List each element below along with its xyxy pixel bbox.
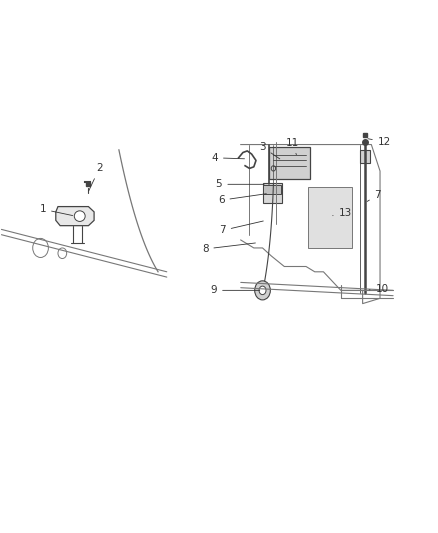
Text: 4: 4 — [212, 153, 244, 163]
PathPatch shape — [56, 207, 94, 225]
Text: 12: 12 — [368, 137, 391, 147]
Text: 7: 7 — [367, 190, 381, 201]
FancyBboxPatch shape — [263, 185, 281, 194]
Text: 5: 5 — [215, 179, 264, 189]
FancyBboxPatch shape — [360, 150, 371, 163]
Text: 6: 6 — [218, 193, 266, 205]
Text: 7: 7 — [219, 221, 263, 236]
Text: 9: 9 — [211, 285, 260, 295]
Text: 8: 8 — [202, 243, 255, 254]
FancyBboxPatch shape — [308, 187, 352, 248]
FancyBboxPatch shape — [269, 147, 311, 179]
Circle shape — [254, 281, 270, 300]
Ellipse shape — [74, 211, 85, 221]
Text: 2: 2 — [89, 164, 102, 191]
Text: 13: 13 — [333, 208, 352, 219]
Circle shape — [259, 286, 266, 295]
Text: 11: 11 — [286, 138, 299, 155]
Text: 10: 10 — [369, 284, 389, 294]
Text: 1: 1 — [39, 204, 73, 215]
Text: 3: 3 — [259, 142, 280, 159]
FancyBboxPatch shape — [262, 183, 282, 204]
